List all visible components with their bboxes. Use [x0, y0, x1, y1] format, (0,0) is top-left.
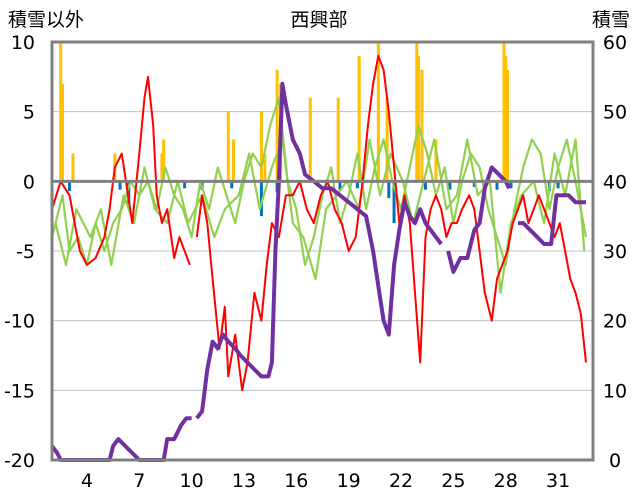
x-tick-label: 10 — [180, 470, 204, 492]
minus-bar — [183, 181, 187, 189]
precip-bar — [504, 55, 508, 182]
precip-bar — [162, 139, 166, 182]
left-tick-label: -10 — [4, 311, 35, 333]
precip-bar — [231, 139, 235, 182]
x-tick-label: 25 — [441, 470, 465, 492]
minus-bar — [448, 181, 452, 190]
minus-bar — [556, 181, 560, 189]
right-tick-label: 10 — [603, 380, 627, 402]
precip-bar — [308, 97, 312, 182]
line-layer — [50, 54, 588, 462]
minus-bar — [495, 181, 499, 190]
precip-bar — [71, 153, 75, 182]
left-tick-label: 0 — [23, 171, 35, 193]
precip-bar — [226, 111, 230, 182]
precip-bar — [275, 69, 279, 182]
plot-frame — [50, 40, 595, 462]
left-tick-label: -15 — [4, 380, 35, 402]
precip-bar — [336, 97, 340, 182]
minus-bar — [230, 181, 234, 189]
x-tick-label: 31 — [546, 470, 570, 492]
minus-bar — [392, 181, 396, 224]
precip-bar — [420, 69, 424, 182]
left-tick-label: -5 — [16, 241, 35, 263]
x-tick-label: 19 — [337, 470, 361, 492]
minus-bar — [472, 181, 476, 187]
left-tick-label: 5 — [23, 102, 35, 124]
minus-bar — [67, 181, 71, 192]
minus-bar — [259, 181, 263, 217]
x-tick-label: 16 — [284, 470, 308, 492]
green-line-2 — [54, 138, 586, 294]
x-tick-label: 22 — [389, 470, 413, 492]
left-tick-label: 10 — [11, 32, 35, 54]
minus-bar — [423, 181, 427, 190]
precip-bar — [160, 153, 164, 182]
precip-bar — [60, 83, 64, 182]
right-tick-label: 60 — [603, 32, 627, 54]
x-tick-label: 13 — [232, 470, 256, 492]
precip-bar — [502, 42, 506, 182]
precip-bar — [416, 55, 420, 182]
minus-bar — [355, 181, 359, 189]
right-tick-label: 0 — [609, 450, 621, 472]
left-axis-label: 積雪以外 — [8, 9, 84, 31]
right-axis-label: 積雪 — [592, 9, 630, 31]
precip-bar — [505, 69, 509, 182]
minus-bar — [118, 181, 122, 190]
minus-bar — [338, 181, 342, 190]
right-tick-label: 50 — [603, 102, 627, 124]
precip-bar — [59, 42, 63, 182]
temperature-line — [51, 54, 587, 392]
precip-bar — [263, 153, 267, 182]
precip-bar — [434, 139, 438, 182]
x-tick-label: 7 — [133, 470, 145, 492]
right-tick-label: 30 — [603, 241, 627, 263]
precip-bar — [385, 97, 389, 182]
x-tick-label: 28 — [494, 470, 518, 492]
precip-bar — [357, 55, 361, 182]
precip-bar — [376, 42, 380, 182]
precip-bar — [415, 42, 419, 182]
bar-layer — [59, 42, 560, 224]
left-tick-label: -20 — [4, 450, 35, 472]
precip-bar — [259, 111, 263, 182]
snow-depth-line — [50, 81, 586, 462]
minus-bar — [387, 181, 391, 199]
right-tick-label: 40 — [603, 171, 627, 193]
minus-bar — [509, 181, 513, 189]
minus-bar — [127, 181, 131, 204]
chart-title: 西興部 — [290, 9, 347, 31]
right-tick-label: 20 — [603, 311, 627, 333]
x-tick-label: 4 — [81, 470, 93, 492]
